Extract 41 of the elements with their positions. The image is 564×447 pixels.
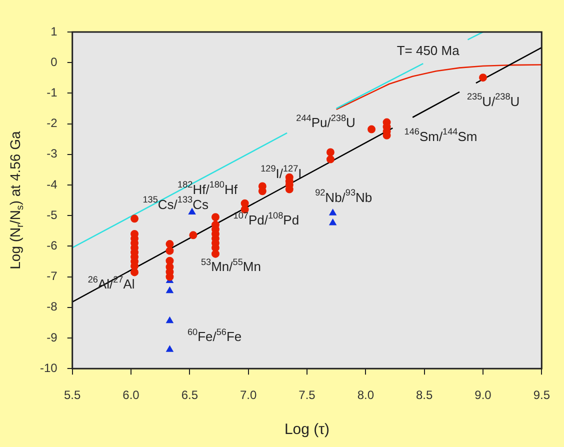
y-tick-label: -9 (46, 330, 58, 344)
point (130, 268, 139, 276)
y-tick-label: -6 (46, 238, 58, 253)
x-tick-label: 7.0 (240, 388, 257, 402)
y-tick-label: -1 (46, 86, 58, 100)
point (166, 240, 174, 248)
x-tick-label: 6.5 (181, 388, 198, 402)
y-tick-label: -2 (46, 116, 58, 130)
point (211, 213, 220, 222)
x-tick-label: 9.5 (533, 388, 550, 402)
x-tick-label: 8.0 (357, 388, 374, 402)
y-axis-title: Log (Nr/Ns) at 4.56 Ga (6, 131, 26, 270)
point (329, 209, 336, 216)
y-tick-label: -5 (46, 208, 58, 222)
point (326, 155, 334, 164)
point (166, 316, 174, 324)
x-axis-title: Log (τ) (284, 421, 330, 438)
y-tick-label: 0 (50, 54, 58, 69)
y-tick-label: -4 (46, 177, 58, 192)
point (130, 214, 139, 223)
x-tick-label: 8.5 (416, 388, 433, 402)
point (211, 250, 220, 258)
y-tick-label: 1 (50, 24, 58, 38)
point (189, 231, 198, 240)
annotation: T= 450 Ma (396, 43, 460, 58)
point (326, 148, 334, 156)
point (166, 246, 174, 255)
point (478, 74, 487, 82)
y-tick-label: -10 (40, 360, 58, 375)
x-tick-label: 9.0 (474, 388, 492, 402)
point (188, 208, 196, 214)
y-tick-label: -7 (46, 269, 58, 284)
point (166, 286, 174, 294)
x-tick-label: 6.0 (122, 388, 140, 402)
x-tick-label: 5.5 (64, 388, 82, 402)
x-tick-label: 7.5 (298, 388, 316, 402)
y-tick-label: -3 (46, 146, 58, 161)
point (166, 346, 174, 352)
y-tick-label: -8 (46, 300, 58, 314)
point (368, 125, 376, 134)
point (329, 218, 336, 226)
